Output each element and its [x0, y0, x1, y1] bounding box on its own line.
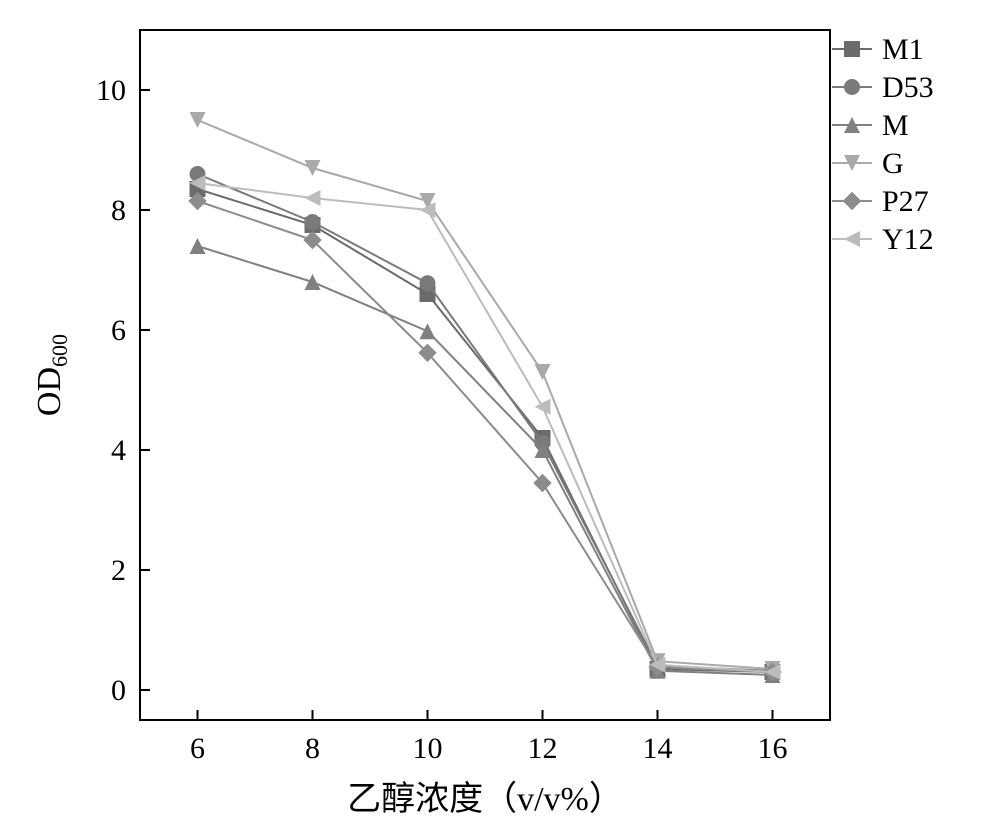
y-tick-label: 0 [111, 674, 126, 707]
legend-label: Y12 [882, 223, 934, 256]
x-tick-label: 16 [758, 732, 788, 765]
y-tick-label: 8 [111, 194, 126, 227]
legend-label: D53 [882, 71, 934, 104]
y-tick-label: 2 [111, 554, 126, 587]
y-tick-label: 6 [111, 314, 126, 347]
x-tick-label: 6 [190, 732, 205, 765]
marker-circle [420, 275, 436, 291]
series-line-P27 [198, 201, 773, 672]
marker-triangle-left [844, 231, 860, 247]
series-line-G [198, 120, 773, 669]
x-axis-title: 乙醇浓度（v/v%） [347, 780, 623, 818]
x-tick-label: 12 [528, 732, 558, 765]
marker-triangle-up [190, 238, 206, 254]
marker-triangle-up [420, 323, 436, 339]
x-tick-label: 10 [413, 732, 443, 765]
legend-label: P27 [882, 185, 929, 218]
y-tick-label: 10 [96, 74, 126, 107]
marker-triangle-down [305, 160, 321, 176]
marker-triangle-down [190, 112, 206, 128]
marker-triangle-up [305, 274, 321, 290]
x-tick-label: 14 [643, 732, 673, 765]
marker-diamond [843, 192, 861, 210]
legend-label: M1 [882, 33, 924, 66]
chart-container: 6 8 10 12 14 16 乙醇浓度（v/v%） 0 2 4 6 8 10 OD600 M1 D53 MGP… [0, 0, 1000, 831]
marker-circle [305, 214, 321, 230]
series-line-Y12 [198, 183, 773, 672]
plot-frame [140, 30, 830, 720]
marker-triangle-down [535, 364, 551, 380]
series-line-M1 [198, 189, 773, 672]
y-axis-title: OD600 [31, 334, 72, 416]
marker-triangle-left [305, 190, 321, 206]
legend-label: M [882, 109, 909, 142]
legend-label: G [882, 147, 904, 180]
series-line-D53 [198, 174, 773, 671]
line-chart: 6 8 10 12 14 16 乙醇浓度（v/v%） 0 2 4 6 8 10 OD600 M1 D53 MGP… [0, 0, 1000, 831]
marker-circle [844, 79, 860, 95]
x-tick-label: 8 [305, 732, 320, 765]
marker-square [844, 41, 860, 57]
y-tick-label: 4 [111, 434, 126, 467]
marker-triangle-left [535, 399, 551, 415]
